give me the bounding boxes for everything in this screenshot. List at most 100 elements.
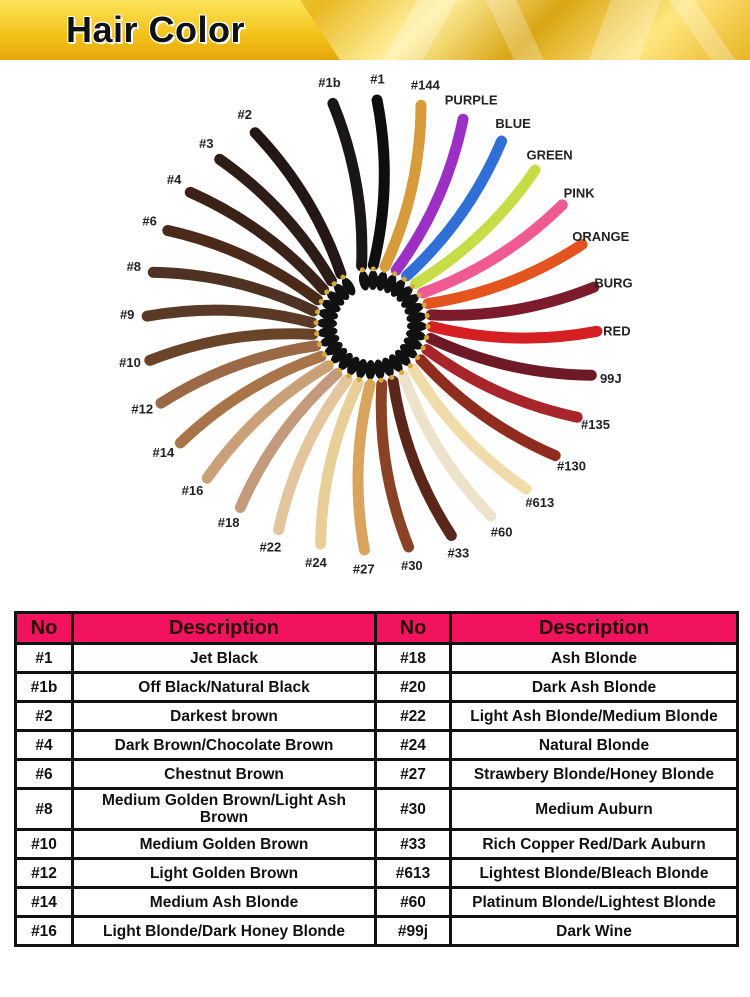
swatch-clip [338, 352, 353, 371]
color-description: Light Blonde/Dark Honey Blonde [71, 915, 377, 947]
swatch-label: RED [603, 323, 630, 338]
swatch-clip [404, 303, 424, 315]
hair-swatch-strand [424, 332, 597, 381]
swatch-ring-link [316, 341, 322, 347]
swatch-ring-svg: #1b #1 #144 PURPLE BLUE GREEN PINK ORANGE BURG RE… [119, 71, 632, 576]
color-description: Strawbery Blonde/Honey Blonde [449, 758, 739, 790]
hair-swatch-strand [144, 328, 319, 366]
swatch-ring-link [416, 292, 422, 298]
swatch-clip [406, 312, 427, 323]
color-code: #20 [374, 671, 452, 703]
swatch-ring-link [420, 345, 426, 351]
hair-swatch-strand [387, 375, 457, 542]
hair-swatch-strand [141, 304, 318, 329]
color-code: #30 [374, 787, 452, 831]
swatch-clip [374, 359, 385, 380]
hair-swatch-strand [379, 99, 427, 272]
color-code: #27 [374, 758, 452, 790]
swatch-label: #3 [199, 136, 213, 151]
swatch-label: BURG [594, 275, 632, 290]
swatch-label: #14 [153, 445, 175, 460]
swatch-clip [401, 294, 419, 308]
swatch-ring-link [336, 367, 342, 373]
color-description: Light Ash Blonde/Medium Blonde [449, 700, 739, 732]
color-code: #1 [14, 642, 74, 674]
header-no-2: No [374, 611, 452, 645]
hair-swatch-strand [398, 370, 497, 522]
header-banner: Hair Color [0, 0, 750, 60]
swatch-ring-link [324, 289, 330, 295]
color-table-wrapper: No Description No Description #1 Jet Bla… [14, 611, 739, 947]
table-row: #8 Medium Golden Brown/Light Ash Brown #… [14, 787, 739, 831]
color-code: #99j [374, 915, 452, 947]
color-swatch-ring: #1b #1 #144 PURPLE BLUE GREEN PINK ORANGE BURG RE… [0, 60, 750, 600]
swatch-label: #9 [120, 307, 134, 322]
swatch-label: #613 [525, 495, 554, 510]
hair-swatch-strand [421, 344, 583, 423]
swatch-ring-link [381, 267, 387, 273]
color-description: Dark Brown/Chocolate Brown [71, 729, 377, 761]
swatch-label: #22 [259, 539, 281, 554]
swatch-clip [317, 318, 338, 329]
swatch-label: #27 [353, 561, 375, 576]
color-description: Lightest Blonde/Bleach Blonde [449, 857, 739, 889]
table-row: #6 Chestnut Brown #27 Strawbery Blonde/H… [14, 758, 739, 790]
swatch-ring-link [367, 378, 373, 384]
table-row: #1b Off Black/Natural Black #20 Dark Ash… [14, 671, 739, 703]
swatch-label: #16 [182, 483, 204, 498]
header-description-1: Description [71, 611, 377, 645]
swatch-clip [382, 357, 394, 377]
swatch-ring-link [425, 324, 431, 330]
color-description: Dark Ash Blonde [449, 671, 739, 703]
hair-swatch-strand [249, 127, 347, 280]
swatch-ring-link [340, 274, 346, 280]
swatch-ring-link [359, 267, 365, 273]
swatch-label: #18 [218, 515, 240, 530]
swatch-label: #1 [370, 71, 384, 86]
color-code: #16 [14, 915, 74, 947]
swatch-ring-link [328, 360, 334, 366]
swatch-clip [358, 270, 370, 291]
header-description-2: Description [449, 611, 739, 645]
swatch-ring-link [314, 331, 320, 337]
hair-swatch-strand [315, 377, 364, 550]
swatch-clip [327, 291, 345, 306]
swatch-ring-link [424, 313, 430, 319]
hair-swatch-strand [273, 374, 353, 536]
hair-swatch-strand [409, 164, 541, 290]
swatch-label: PINK [564, 186, 596, 201]
hair-swatch-strand [401, 135, 508, 282]
swatch-label: #2 [238, 107, 252, 122]
color-code: #33 [374, 828, 452, 860]
color-code: #10 [14, 828, 74, 860]
color-description: Dark Wine [449, 915, 739, 947]
table-row: #10 Medium Golden Brown #33 Rich Copper … [14, 828, 739, 860]
swatch-label: BLUE [495, 116, 531, 131]
hair-swatch-strand [147, 266, 320, 317]
banner-tab [0, 0, 340, 60]
swatch-clip [324, 341, 343, 356]
hair-swatch-strand [162, 224, 324, 306]
color-description: Off Black/Natural Black [71, 671, 377, 703]
swatch-ring-link [321, 351, 327, 357]
swatch-label: #8 [127, 259, 141, 274]
color-code: #613 [374, 857, 452, 889]
color-code: #14 [14, 886, 74, 918]
swatch-ring-link [407, 363, 413, 369]
color-description: Jet Black [71, 642, 377, 674]
swatch-clip [317, 326, 338, 338]
swatch-label: #30 [401, 558, 423, 573]
color-description: Chestnut Brown [71, 758, 377, 790]
swatch-ring-link [370, 266, 376, 272]
swatch-label: #33 [448, 546, 470, 561]
color-code: #24 [374, 729, 452, 761]
color-description: Darkest brown [71, 700, 377, 732]
swatch-label: #135 [581, 417, 610, 432]
swatch-label: #6 [142, 214, 156, 229]
hair-swatch-strand [417, 199, 568, 299]
header-no-1: No [14, 611, 74, 645]
swatch-ring-link [399, 370, 405, 376]
swatch-label: #24 [305, 555, 327, 570]
hair-swatch-strand [352, 379, 376, 556]
swatch-ring-link [313, 320, 319, 326]
